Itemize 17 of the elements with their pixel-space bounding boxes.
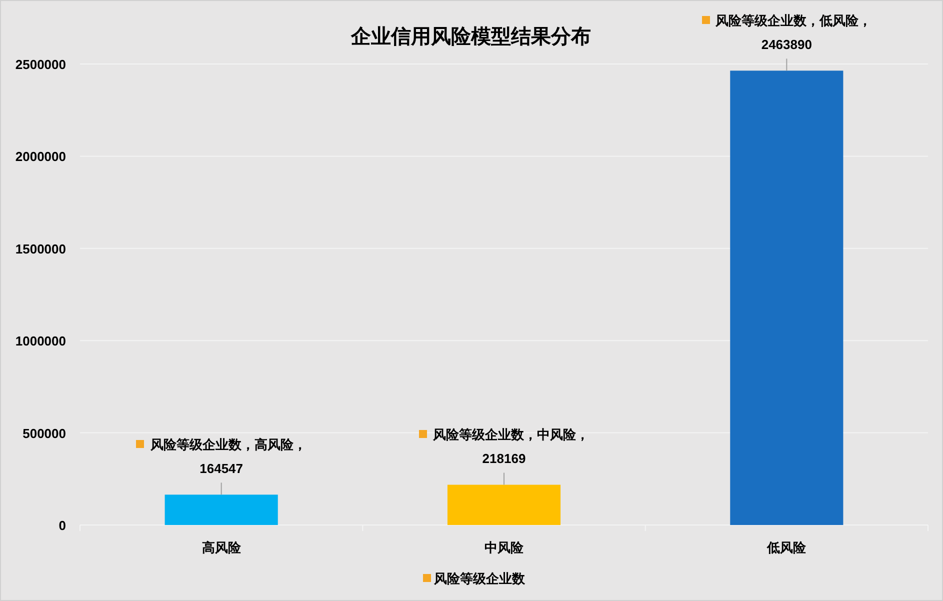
y-tick-label: 0 [58, 518, 66, 533]
y-tick-label: 500000 [22, 426, 66, 441]
x-tick-label: 低风险 [766, 540, 808, 555]
chart-title: 企业信用风险模型结果分布 [350, 26, 591, 48]
data-label: 风险等级企业数，低风险，2463890 [692, 8, 882, 57]
data-label: 风险等级企业数，高风险，164547 [126, 432, 316, 481]
y-tick-label: 2000000 [15, 149, 66, 164]
text: 风险等级企业数 [433, 571, 526, 586]
x-tick-label: 中风险 [484, 540, 524, 555]
data-label: 风险等级企业数，中风险，218169 [409, 422, 599, 471]
x-tick-label: 高风险 [202, 540, 242, 555]
bar [447, 484, 561, 525]
y-tick-label: 2500000 [15, 57, 66, 72]
bar [730, 70, 844, 525]
y-tick-label: 1000000 [15, 334, 66, 349]
bar [164, 494, 278, 525]
y-tick-label: 1500000 [15, 241, 66, 256]
